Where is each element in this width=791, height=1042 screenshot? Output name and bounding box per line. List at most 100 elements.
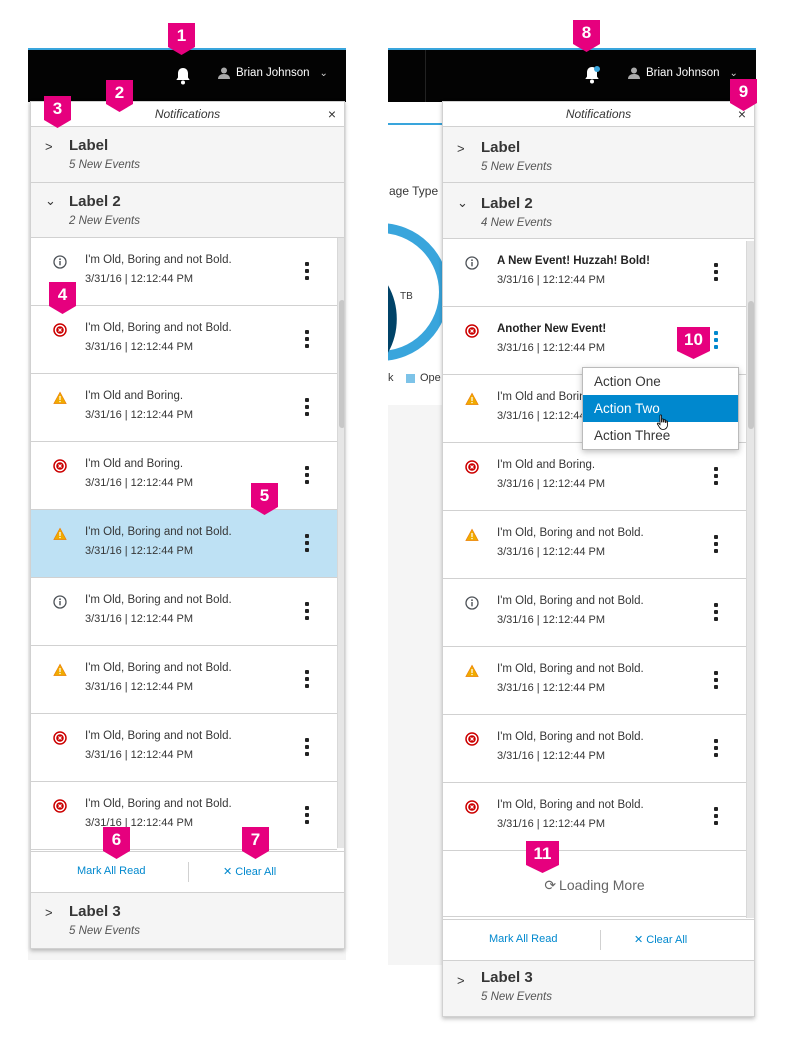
clear-all-label: Clear All	[235, 866, 277, 878]
notification-message: I'm Old, Boring and not Bold.	[497, 595, 644, 607]
kebab-menu-icon[interactable]	[714, 739, 718, 757]
scrollbar-thumb[interactable]	[748, 301, 754, 429]
notification-timestamp: 3/31/16 | 12:12:44 PM	[85, 409, 194, 421]
kebab-menu-icon[interactable]	[714, 807, 718, 825]
notification-item[interactable]: I'm Old, Boring and not Bold. 3/31/16 | 1…	[31, 714, 337, 782]
kebab-menu-icon[interactable]	[714, 603, 718, 621]
right-background-tab-line	[388, 123, 444, 125]
user-menu[interactable]: Brian Johnson ⌄	[628, 67, 738, 79]
info-status-icon	[465, 256, 479, 270]
accordion-heading-label[interactable]: > Label 5 New Events	[443, 127, 754, 183]
callout-marker: 5	[251, 483, 278, 515]
close-icon: ✕	[223, 866, 233, 878]
notification-bell-icon[interactable]	[175, 67, 191, 85]
notification-item[interactable]: I'm Old, Boring and not Bold. 3/31/16 | 1…	[443, 579, 746, 647]
warning-status-icon	[465, 664, 479, 678]
kebab-menu-icon[interactable]	[305, 602, 309, 620]
notification-bell-icon[interactable]	[584, 66, 600, 84]
notification-item[interactable]: I'm Old, Boring and not Bold. 3/31/16 | 1…	[31, 578, 337, 646]
storage-type-text: age Type	[389, 184, 439, 198]
kebab-menu-icon[interactable]	[305, 398, 309, 416]
kebab-menu-icon[interactable]	[714, 263, 718, 281]
notification-item[interactable]: I'm Old, Boring and not Bold. 3/31/16 | 1…	[31, 782, 337, 850]
callout-marker: 1	[168, 23, 195, 55]
notification-message: I'm Old, Boring and not Bold.	[85, 322, 232, 334]
kebab-menu-icon[interactable]	[305, 670, 309, 688]
chevron-down-icon: ⌄	[45, 193, 56, 208]
warning-status-icon	[53, 527, 67, 541]
hand-cursor-icon	[656, 414, 668, 430]
kebab-menu-icon[interactable]	[305, 534, 309, 552]
callout-number: 5	[259, 486, 270, 505]
scrollbar-thumb[interactable]	[339, 300, 344, 428]
kebab-menu-icon[interactable]	[305, 466, 309, 484]
notification-item[interactable]: Another New Event! 3/31/16 | 12:12:44 PM	[443, 307, 746, 375]
clear-all-button[interactable]: ✕ Clear All	[223, 865, 276, 878]
notification-message: I'm Old, Boring and not Bold.	[497, 527, 644, 539]
close-icon[interactable]: ×	[327, 106, 336, 122]
drawer-title-bar: Notifications ×	[31, 102, 344, 127]
kebab-menu-icon[interactable]	[714, 535, 718, 553]
drawer-footer: Mark All Read ✕ Clear All	[31, 851, 344, 893]
chevron-down-icon: ⌄	[319, 67, 328, 79]
chevron-right-icon: >	[45, 905, 53, 920]
notification-timestamp: 3/31/16 | 12:12:44 PM	[497, 478, 606, 490]
callout-marker: 3	[44, 96, 71, 128]
callout-marker: 10	[677, 327, 710, 359]
notification-item[interactable]: I'm Old and Boring. 3/31/16 | 12:12:44 PM	[443, 443, 746, 511]
notification-item[interactable]: I'm Old, Boring and not Bold. 3/31/16 | 1…	[31, 646, 337, 714]
notification-item[interactable]: I'm Old, Boring and not Bold. 3/31/16 | 1…	[443, 715, 746, 783]
accordion-heading-label-3[interactable]: > Label 3 5 New Events	[443, 961, 754, 1016]
masthead-divider	[425, 50, 426, 102]
user-menu[interactable]: Brian Johnson ⌄	[218, 67, 328, 79]
chevron-right-icon: >	[457, 973, 465, 988]
notification-item[interactable]: I'm Old, Boring and not Bold. 3/31/16 | 1…	[443, 511, 746, 579]
notification-timestamp: 3/31/16 | 12:12:44 PM	[497, 274, 606, 286]
donut-center-text: TB	[400, 291, 413, 302]
kebab-menu-icon[interactable]	[714, 671, 718, 689]
accordion-heading-label-2[interactable]: ⌄ Label 2 4 New Events	[443, 183, 754, 239]
kebab-menu-icon[interactable]	[714, 467, 718, 485]
accordion-heading-label-3[interactable]: > Label 3 5 New Events	[31, 893, 344, 948]
scrollbar[interactable]	[337, 238, 344, 848]
kebab-menu-icon[interactable]	[305, 262, 309, 280]
accordion-heading-label-2[interactable]: ⌄ Label 2 2 New Events	[31, 183, 344, 238]
notification-message: I'm Old, Boring and not Bold.	[497, 799, 644, 811]
callout-marker: 6	[103, 827, 130, 859]
notification-message: I'm Old, Boring and not Bold.	[497, 731, 644, 743]
accordion-count: 2 New Events	[69, 215, 140, 227]
clear-all-button[interactable]: ✕ Clear All	[634, 933, 687, 946]
notification-message: I'm Old, Boring and not Bold.	[85, 526, 232, 538]
kebab-menu-icon[interactable]	[305, 330, 309, 348]
notification-timestamp: 3/31/16 | 12:12:44 PM	[497, 546, 606, 558]
notification-timestamp: 3/31/16 | 12:12:44 PM	[85, 545, 194, 557]
chevron-right-icon: >	[45, 139, 53, 154]
notification-list: I'm Old, Boring and not Bold. 3/31/16 | 1…	[31, 238, 337, 850]
notification-timestamp: 3/31/16 | 12:12:44 PM	[497, 750, 606, 762]
scrollbar[interactable]	[746, 241, 754, 918]
notification-item[interactable]: I'm Old and Boring. 3/31/16 | 12:12:44 PM	[31, 374, 337, 442]
mark-all-read-button[interactable]: Mark All Read	[489, 933, 558, 945]
error-status-icon	[465, 324, 479, 338]
kebab-menu-icon[interactable]	[305, 738, 309, 756]
notification-item[interactable]: I'm Old, Boring and not Bold. 3/31/16 | 1…	[443, 647, 746, 715]
notification-item[interactable]: I'm Old and Boring. 3/31/16 | 12:12:44 PM	[31, 442, 337, 510]
notification-timestamp: 3/31/16 | 12:12:44 PM	[85, 477, 194, 489]
info-status-icon	[53, 255, 67, 269]
notification-item[interactable]: A New Event! Huzzah! Bold! 3/31/16 | 12:1…	[443, 239, 746, 307]
close-icon[interactable]: ×	[737, 106, 746, 122]
accordion-heading-label[interactable]: > Label 5 New Events	[31, 127, 344, 183]
menu-item-action-three[interactable]: Action Three	[594, 428, 671, 443]
menu-item-action-one[interactable]: Action One	[594, 374, 661, 389]
error-status-icon	[53, 459, 67, 473]
accordion-count: 5 New Events	[481, 161, 552, 173]
notification-item[interactable]: I'm Old, Boring and not Bold. 3/31/16 | 1…	[31, 510, 337, 578]
notification-item[interactable]: I'm Old, Boring and not Bold. 3/31/16 | 1…	[443, 783, 746, 851]
user-icon	[218, 67, 230, 79]
notification-timestamp: 3/31/16 | 12:12:44 PM	[85, 681, 194, 693]
notification-item[interactable]: I'm Old, Boring and not Bold. 3/31/16 | 1…	[31, 306, 337, 374]
kebab-menu-icon[interactable]	[714, 331, 718, 349]
notification-item[interactable]: I'm Old, Boring and not Bold. 3/31/16 | 1…	[31, 238, 337, 306]
mark-all-read-button[interactable]: Mark All Read	[77, 865, 146, 877]
kebab-menu-icon[interactable]	[305, 806, 309, 824]
